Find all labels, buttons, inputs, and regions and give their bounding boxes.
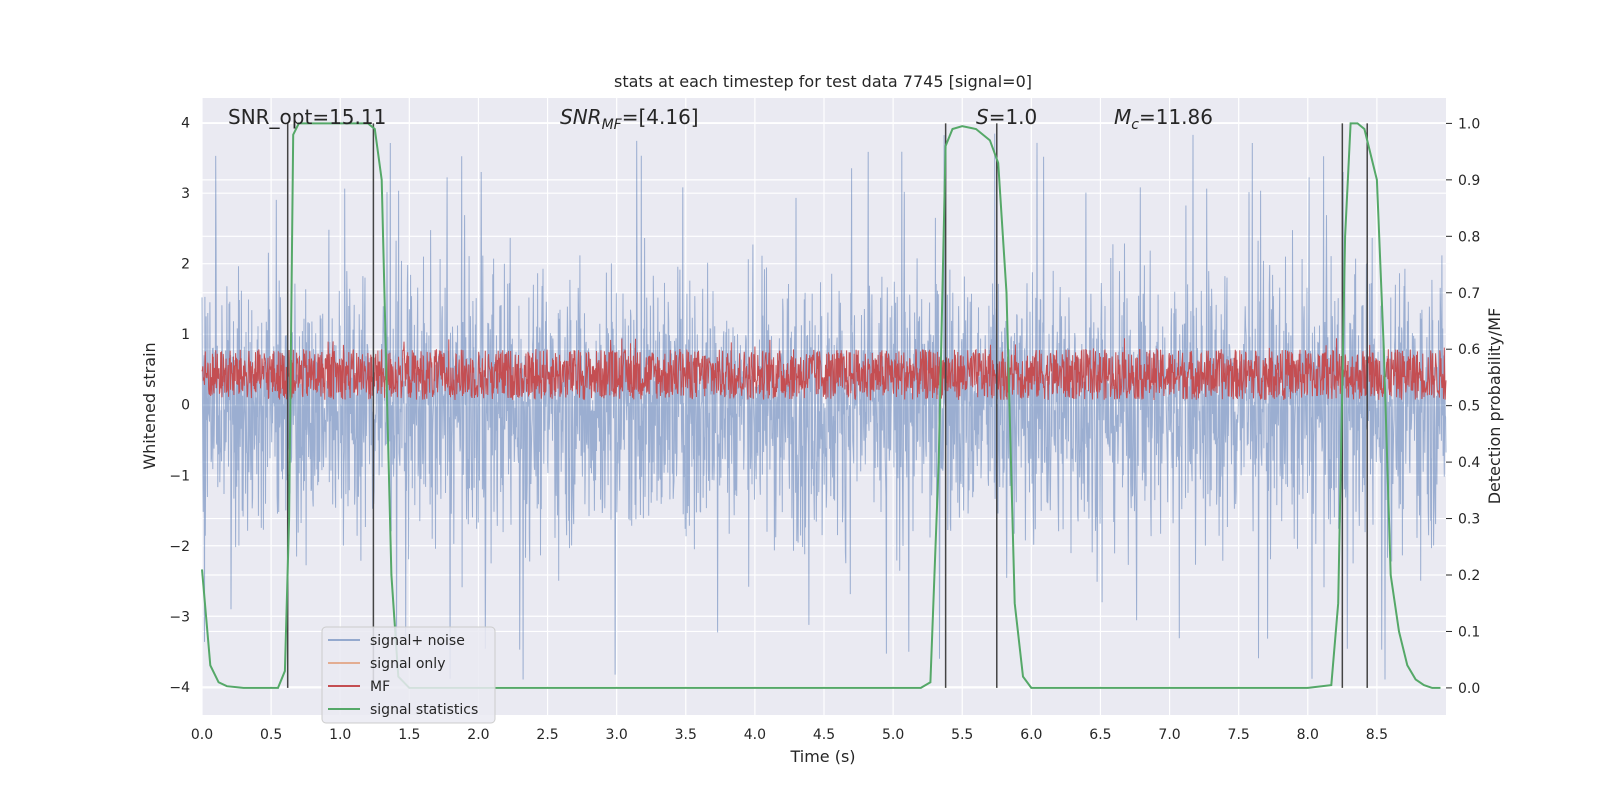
y-axis-label: Whitened strain xyxy=(140,342,159,469)
y-tick-label: −2 xyxy=(169,539,190,555)
x-tick-label: 6.0 xyxy=(1020,727,1042,743)
legend-box xyxy=(321,626,496,724)
annotation-snr-mf: SNRMF=[4.16] xyxy=(560,105,699,133)
annotation-s: S=1.0 xyxy=(976,105,1037,129)
y-right-tick-label: 0.1 xyxy=(1458,624,1480,640)
y-right-tick-label: 0.3 xyxy=(1458,512,1480,528)
chart-title: stats at each timestep for test data 774… xyxy=(614,72,1032,91)
x-tick-label: 5.5 xyxy=(951,727,973,743)
annotation-mc-value: =11.86 xyxy=(1139,105,1213,129)
x-tick-label: 1.5 xyxy=(398,727,420,743)
y-right-tick-label: 0.8 xyxy=(1458,229,1480,245)
y-axis-left-ticks: 4 3 2 1 0 −1 −2 −3 −4 xyxy=(169,116,190,696)
signal-noise-series xyxy=(201,133,1447,680)
x-tick-label: 8.5 xyxy=(1366,727,1388,743)
legend-label-mf: MF xyxy=(370,679,390,695)
y-tick-label: 0 xyxy=(181,398,190,414)
y-right-tick-label: 0.4 xyxy=(1458,455,1480,471)
y-tick-label: 3 xyxy=(181,186,190,202)
x-tick-label: 7.5 xyxy=(1228,727,1250,743)
y-axis-right-ticks: 1.0 0.9 0.8 0.7 0.6 0.5 0.4 0.3 0.2 0.1 0.0 xyxy=(1446,116,1480,697)
y-right-tick-label: 0.5 xyxy=(1458,399,1480,415)
y-tick-label: −3 xyxy=(169,609,190,625)
x-tick-label: 0.5 xyxy=(260,727,282,743)
x-tick-label: 3.5 xyxy=(675,727,697,743)
x-tick-label: 7.0 xyxy=(1158,727,1180,743)
annotation-mc: Mc=11.86 xyxy=(1114,105,1213,133)
y-tick-label: −1 xyxy=(169,468,190,484)
annotation-mc-main: M xyxy=(1114,105,1131,129)
x-axis-label: Time (s) xyxy=(789,747,855,766)
y-right-tick-label: 1.0 xyxy=(1458,116,1480,132)
signal-statistics-series xyxy=(201,122,1441,689)
mf-line xyxy=(201,338,1447,401)
legend: signal+ noise signal only MF signal stat… xyxy=(321,626,496,724)
y-tick-label: 2 xyxy=(181,257,190,273)
annotation-snr-mf-value: =[4.16] xyxy=(622,105,699,129)
annotation-snr-mf-sub: MF xyxy=(602,117,623,133)
y-tick-label: 4 xyxy=(181,116,190,132)
y-tick-label: −4 xyxy=(169,680,190,696)
x-tick-label: 2.5 xyxy=(536,727,558,743)
y-right-tick-label: 0.7 xyxy=(1458,286,1480,302)
legend-label-signal-noise: signal+ noise xyxy=(370,633,465,649)
x-tick-label: 8.0 xyxy=(1297,727,1319,743)
x-tick-label: 5.0 xyxy=(882,727,904,743)
x-tick-label: 4.5 xyxy=(813,727,835,743)
y-right-tick-label: 0.0 xyxy=(1458,681,1480,697)
annotation-snr-mf-main: SNR xyxy=(560,105,602,129)
x-tick-label: 6.5 xyxy=(1089,727,1111,743)
mf-series xyxy=(201,338,1447,401)
x-tick-label: 0.0 xyxy=(191,727,213,743)
y-axis-right-label: Detection probability/MF xyxy=(1485,308,1504,505)
signal-statistics-line xyxy=(201,122,1441,689)
annotation-s-main: S xyxy=(976,105,989,129)
x-tick-label: 1.0 xyxy=(329,727,351,743)
annotation-s-value: =1.0 xyxy=(989,105,1038,129)
y-tick-label: 1 xyxy=(181,327,190,343)
y-right-tick-label: 0.6 xyxy=(1458,342,1480,358)
annotation-snr-opt: SNR_opt=15.11 xyxy=(228,105,386,129)
x-tick-label: 2.0 xyxy=(467,727,489,743)
annotation-mc-sub: c xyxy=(1131,117,1139,133)
x-tick-label: 3.0 xyxy=(606,727,628,743)
x-tick-label: 4.0 xyxy=(744,727,766,743)
y-right-tick-label: 0.9 xyxy=(1458,173,1480,189)
legend-label-signal-statistics: signal statistics xyxy=(370,702,478,718)
y-right-tick-label: 0.2 xyxy=(1458,568,1480,584)
x-axis-ticks: 0.0 0.5 1.0 1.5 2.0 2.5 3.0 3.5 4.0 4.5 5.0 5.5 6.0 6… xyxy=(191,727,1388,743)
signal-noise-line xyxy=(201,133,1447,680)
legend-label-signal-only: signal only xyxy=(370,656,445,672)
